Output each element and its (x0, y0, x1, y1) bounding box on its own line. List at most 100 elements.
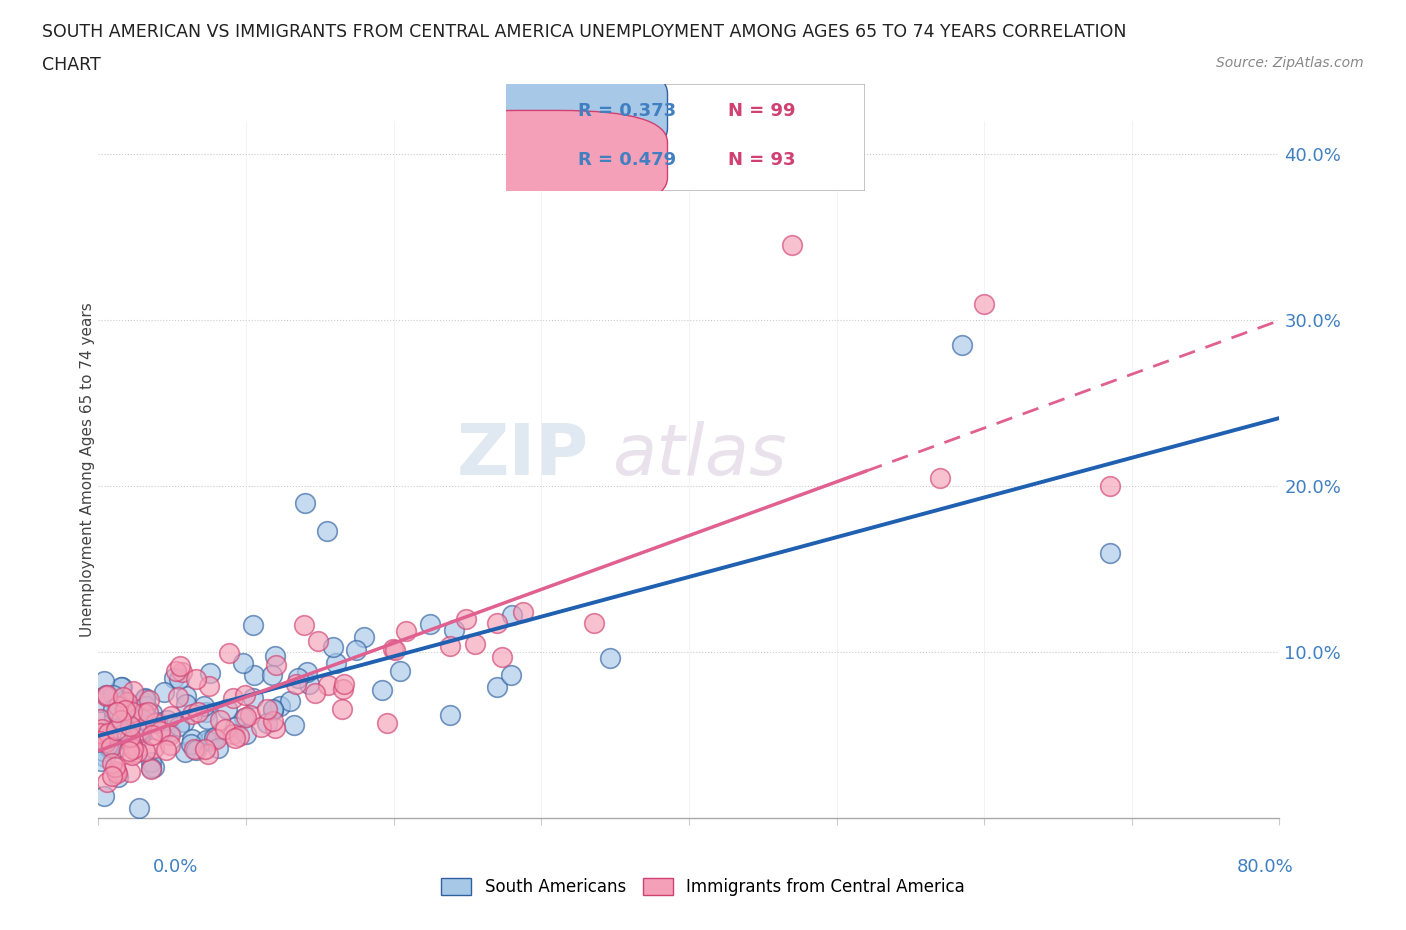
Point (198, 734, 221, 749)
Point (485, 679, 508, 694)
Point (139, 761, 162, 776)
Point (96, 688, 118, 703)
Point (333, 676, 356, 691)
Point (159, 738, 181, 753)
Point (332, 682, 354, 697)
Point (256, 702, 278, 717)
Point (316, 524, 339, 538)
Point (235, 726, 257, 741)
Point (156, 713, 179, 728)
Point (174, 697, 197, 711)
FancyBboxPatch shape (506, 84, 865, 191)
Y-axis label: Unemployment Among Ages 65 to 74 years: Unemployment Among Ages 65 to 74 years (80, 302, 94, 637)
Point (285, 676, 308, 691)
Point (134, 692, 156, 707)
Point (167, 719, 190, 734)
Text: R = 0.373: R = 0.373 (578, 102, 676, 120)
Point (149, 724, 172, 738)
Point (96, 687, 118, 702)
Point (491, 649, 513, 664)
Point (456, 612, 478, 627)
Point (262, 668, 284, 683)
Point (110, 679, 132, 694)
Point (114, 708, 136, 723)
Point (242, 690, 264, 705)
Point (142, 760, 165, 775)
Point (112, 694, 135, 709)
Point (419, 617, 441, 631)
Point (287, 671, 309, 685)
Point (235, 688, 257, 703)
Point (187, 704, 209, 719)
Point (90, 753, 112, 768)
Point (110, 712, 132, 727)
Point (198, 679, 221, 694)
Point (96, 689, 118, 704)
Point (129, 728, 152, 743)
Point (263, 648, 285, 663)
Text: CHART: CHART (42, 56, 101, 73)
Point (204, 732, 226, 747)
FancyBboxPatch shape (409, 111, 668, 210)
Point (134, 691, 156, 706)
Point (183, 741, 205, 756)
Point (167, 671, 190, 686)
Point (269, 699, 291, 714)
Point (141, 706, 163, 721)
Point (121, 704, 143, 719)
Point (330, 702, 353, 717)
Point (136, 704, 159, 719)
Point (142, 741, 165, 756)
Point (117, 695, 139, 710)
Point (181, 707, 204, 722)
Point (105, 733, 128, 748)
Point (114, 702, 136, 717)
Point (159, 709, 181, 724)
Point (375, 715, 398, 730)
Point (89, 712, 111, 727)
Point (304, 685, 326, 700)
Point (499, 668, 522, 683)
Point (512, 604, 534, 619)
Point (111, 680, 134, 695)
Point (929, 471, 952, 485)
Text: atlas: atlas (612, 421, 787, 490)
Point (222, 726, 245, 741)
Point (104, 764, 127, 778)
Point (165, 663, 187, 678)
Point (91, 728, 114, 743)
Point (214, 722, 236, 737)
Point (129, 722, 152, 737)
Point (94, 735, 117, 750)
Point (173, 715, 195, 730)
Point (169, 658, 191, 673)
Point (89, 734, 111, 749)
Point (193, 698, 215, 713)
Point (115, 711, 138, 726)
Point (121, 748, 143, 763)
Point (131, 715, 153, 730)
Point (232, 711, 254, 725)
Point (371, 683, 394, 698)
Text: ZIP: ZIP (457, 421, 589, 490)
Point (127, 703, 149, 718)
Text: 80.0%: 80.0% (1237, 857, 1294, 876)
Point (262, 714, 284, 729)
Point (501, 607, 523, 622)
Point (215, 701, 238, 716)
Point (298, 676, 321, 691)
Point (89, 725, 111, 740)
Point (292, 618, 315, 632)
Point (1098, 479, 1121, 494)
Point (93, 673, 115, 688)
Point (195, 732, 218, 747)
Point (195, 705, 218, 720)
Point (395, 624, 418, 639)
Point (256, 716, 278, 731)
Point (97, 726, 120, 741)
Point (125, 731, 148, 746)
Point (89, 695, 111, 710)
Point (197, 747, 219, 762)
Point (1098, 545, 1121, 560)
Point (98, 740, 121, 755)
